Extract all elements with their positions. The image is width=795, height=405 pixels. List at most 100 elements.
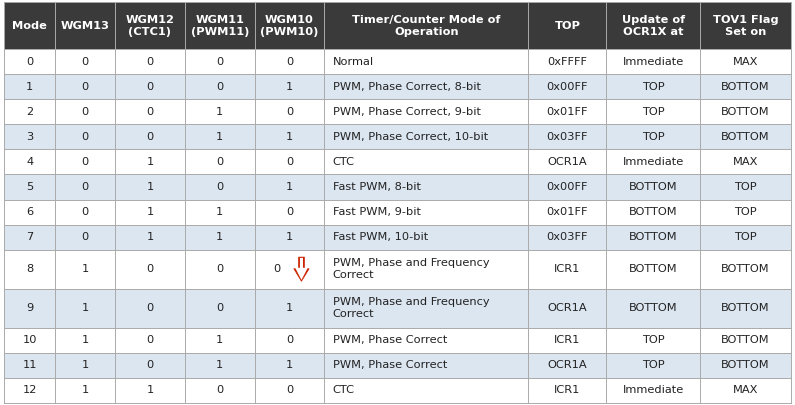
Text: 1: 1 (146, 157, 153, 167)
Text: 2: 2 (26, 107, 33, 117)
Bar (4, 175, 791, 200)
Text: 0x03FF: 0x03FF (547, 232, 588, 242)
Text: BOTTOM: BOTTOM (721, 335, 770, 345)
Text: OCR1A: OCR1A (548, 303, 588, 313)
Text: 0xFFFF: 0xFFFF (548, 57, 588, 66)
Text: BOTTOM: BOTTOM (629, 303, 677, 313)
Text: Timer/Counter Mode of
Operation: Timer/Counter Mode of Operation (352, 15, 501, 36)
Text: 6: 6 (26, 207, 33, 217)
Text: OCR1A: OCR1A (548, 360, 588, 370)
Text: 12: 12 (22, 386, 37, 395)
Text: 0: 0 (82, 107, 89, 117)
Text: Immediate: Immediate (622, 57, 684, 66)
Text: 0x00FF: 0x00FF (547, 182, 588, 192)
Polygon shape (295, 258, 308, 280)
Text: OCR1A: OCR1A (548, 157, 588, 167)
Text: 0: 0 (82, 207, 89, 217)
Text: TOP: TOP (642, 82, 665, 92)
Text: 0: 0 (26, 57, 33, 66)
Text: 0: 0 (146, 82, 153, 92)
Text: 1: 1 (82, 386, 89, 395)
Text: 0: 0 (216, 82, 223, 92)
Text: 0: 0 (82, 57, 89, 66)
Text: ICR1: ICR1 (554, 264, 580, 274)
Text: 1: 1 (216, 335, 223, 345)
Bar (4, 149, 791, 175)
Text: 1: 1 (286, 82, 293, 92)
Text: 0: 0 (286, 157, 293, 167)
Text: Mode: Mode (12, 21, 47, 30)
Text: Fast PWM, 10-bit: Fast PWM, 10-bit (332, 232, 428, 242)
Bar (4, 353, 791, 378)
Text: 0x03FF: 0x03FF (547, 132, 588, 142)
Text: TOP: TOP (642, 360, 665, 370)
Text: 0: 0 (82, 157, 89, 167)
Text: 0x01FF: 0x01FF (547, 207, 588, 217)
Text: BOTTOM: BOTTOM (629, 207, 677, 217)
Bar (4, 225, 791, 249)
Text: 0: 0 (286, 386, 293, 395)
Bar (4, 99, 791, 124)
Text: 1: 1 (216, 207, 223, 217)
Text: 1: 1 (146, 182, 153, 192)
Text: 1: 1 (26, 82, 33, 92)
Text: 11: 11 (22, 360, 37, 370)
Text: MAX: MAX (733, 57, 758, 66)
Text: 0: 0 (82, 82, 89, 92)
Bar (4, 124, 791, 149)
Text: BOTTOM: BOTTOM (721, 82, 770, 92)
Text: 1: 1 (146, 232, 153, 242)
Text: 1: 1 (286, 232, 293, 242)
Text: PWM, Phase and Frequency
Correct: PWM, Phase and Frequency Correct (332, 258, 489, 280)
Text: 0: 0 (216, 303, 223, 313)
Polygon shape (294, 257, 309, 281)
Text: 1: 1 (286, 303, 293, 313)
Text: 4: 4 (26, 157, 33, 167)
Text: 0: 0 (82, 232, 89, 242)
Text: WGM12
(CTC1): WGM12 (CTC1) (126, 15, 174, 36)
Text: 7: 7 (26, 232, 33, 242)
Text: 1: 1 (146, 386, 153, 395)
Text: 0: 0 (146, 57, 153, 66)
Text: 10: 10 (22, 335, 37, 345)
Text: Fast PWM, 8-bit: Fast PWM, 8-bit (332, 182, 421, 192)
Text: BOTTOM: BOTTOM (721, 303, 770, 313)
Text: 0: 0 (146, 303, 153, 313)
Text: Immediate: Immediate (622, 386, 684, 395)
Text: WGM10
(PWM10): WGM10 (PWM10) (261, 15, 319, 36)
Text: PWM, Phase Correct, 10-bit: PWM, Phase Correct, 10-bit (332, 132, 488, 142)
Bar (4, 289, 791, 328)
Text: 0: 0 (286, 335, 293, 345)
Text: PWM, Phase Correct, 9-bit: PWM, Phase Correct, 9-bit (332, 107, 481, 117)
Text: ICR1: ICR1 (554, 335, 580, 345)
Text: TOV1 Flag
Set on: TOV1 Flag Set on (713, 15, 778, 36)
Text: 0: 0 (286, 57, 293, 66)
Bar (4, 378, 791, 403)
Text: BOTTOM: BOTTOM (629, 182, 677, 192)
Text: TOP: TOP (735, 232, 757, 242)
Bar (4, 200, 791, 225)
Text: 0: 0 (216, 264, 223, 274)
Text: MAX: MAX (733, 386, 758, 395)
Text: CTC: CTC (332, 386, 355, 395)
Text: TOP: TOP (642, 132, 665, 142)
Text: 0: 0 (146, 107, 153, 117)
Text: 5: 5 (26, 182, 33, 192)
Text: 1: 1 (216, 232, 223, 242)
Text: 1: 1 (146, 207, 153, 217)
Text: 1: 1 (216, 132, 223, 142)
Text: PWM, Phase and Frequency
Correct: PWM, Phase and Frequency Correct (332, 297, 489, 319)
Text: TOP: TOP (554, 21, 580, 30)
Text: 0: 0 (146, 335, 153, 345)
Text: WGM13: WGM13 (60, 21, 110, 30)
Text: 9: 9 (26, 303, 33, 313)
Text: 0x01FF: 0x01FF (547, 107, 588, 117)
Text: 0: 0 (216, 57, 223, 66)
Text: Immediate: Immediate (622, 157, 684, 167)
Text: BOTTOM: BOTTOM (629, 232, 677, 242)
Bar (4, 249, 791, 289)
Text: Normal: Normal (332, 57, 374, 66)
Text: PWM, Phase Correct: PWM, Phase Correct (332, 335, 447, 345)
Text: 0x00FF: 0x00FF (547, 82, 588, 92)
Text: 0: 0 (146, 360, 153, 370)
